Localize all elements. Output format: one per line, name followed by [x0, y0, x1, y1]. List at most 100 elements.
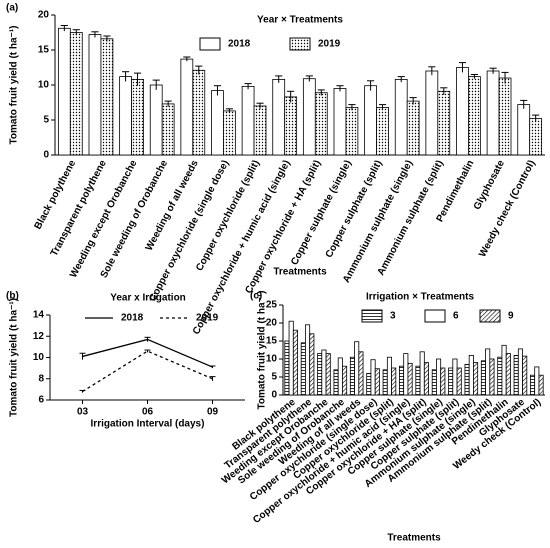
bar: [513, 354, 519, 396]
bar: [464, 363, 470, 396]
bar: [391, 367, 397, 396]
y-tick-label: 6: [38, 395, 44, 406]
error-bar: [532, 114, 540, 123]
bar: [69, 32, 83, 156]
error-bar: [520, 99, 528, 109]
error-bar: [470, 74, 478, 79]
error-bar: [397, 76, 405, 83]
y-tick-label: 10: [38, 80, 50, 91]
legend-label: 6: [453, 311, 459, 322]
error-bar: [103, 35, 111, 42]
error-bar: [195, 65, 203, 75]
x-tick-label: Copper sulphate (single): [289, 158, 354, 267]
y-axis-title: Tomato fruit yield (t ha⁻¹): [9, 26, 20, 145]
bar: [241, 86, 255, 156]
x-tick-label: 03: [77, 407, 89, 418]
bar: [489, 358, 495, 396]
error-bar: [79, 389, 86, 393]
bar: [300, 342, 306, 396]
error-bar: [501, 71, 509, 84]
bar: [452, 358, 458, 396]
error-bar: [336, 85, 344, 92]
y-tick-label: 5: [43, 115, 49, 126]
error-bar: [144, 349, 151, 353]
legend-swatch: [479, 309, 501, 323]
bar: [325, 353, 331, 396]
x-tick-label: Glyphosate: [472, 158, 507, 212]
error-bar: [144, 336, 151, 342]
y-axis-title: Tomato fruit yield (t ha⁻¹): [257, 291, 268, 410]
bar: [180, 58, 194, 156]
bar: [425, 70, 439, 156]
bar: [337, 357, 343, 396]
bar: [354, 341, 360, 396]
bar: [302, 78, 316, 156]
chart-title: Year x Irrigation: [110, 293, 186, 304]
bar: [473, 362, 479, 396]
x-axis-title: Irrigation Interval (days): [91, 419, 205, 430]
bar: [119, 76, 132, 156]
legend-swatch: [361, 309, 383, 323]
bar: [419, 351, 425, 396]
bar: [284, 96, 298, 156]
bar: [88, 34, 102, 156]
error-bar: [225, 108, 233, 113]
bar: [456, 367, 462, 396]
legend-swatch: [289, 37, 311, 51]
y-tick-label: 14: [33, 310, 45, 321]
legend-label: 2019: [196, 313, 219, 324]
error-bar: [72, 29, 80, 36]
error-bar: [305, 75, 313, 82]
error-bar: [428, 66, 436, 76]
bar: [468, 76, 481, 156]
error-bar: [275, 75, 283, 83]
bar: [333, 369, 339, 396]
y-axis-title: Tomato fruit yield (t ha⁻¹): [9, 298, 20, 417]
x-tick-label: Weedy check (Control): [477, 158, 537, 259]
bar: [386, 356, 392, 396]
bar: [345, 107, 359, 156]
bar: [317, 353, 323, 396]
bar: [366, 372, 372, 396]
panel-label: (b): [6, 291, 19, 302]
y-tick-label: 25: [266, 300, 278, 311]
bar: [415, 365, 421, 396]
bar: [406, 100, 420, 156]
error-bar: [378, 104, 387, 111]
bar: [456, 67, 469, 156]
legend-label: 9: [508, 311, 514, 322]
bar: [517, 104, 531, 156]
line: [82, 338, 213, 368]
y-tick-label: 10: [33, 352, 45, 363]
bar: [468, 354, 474, 396]
bar: [364, 85, 377, 156]
bar: [534, 366, 540, 396]
y-tick-label: 10: [266, 354, 278, 365]
bar: [376, 107, 389, 156]
error-bar: [367, 80, 375, 91]
bar: [399, 365, 405, 396]
bar: [485, 348, 491, 396]
error-bar: [440, 87, 448, 95]
bar: [342, 365, 348, 396]
bar: [498, 77, 512, 156]
y-tick-label: 15: [38, 45, 50, 56]
bar: [440, 367, 446, 396]
bar: [505, 353, 511, 396]
error-bar: [348, 104, 356, 111]
bar: [374, 368, 380, 396]
legend-swatch: [424, 309, 446, 323]
y-tick-label: 5: [271, 372, 277, 383]
bar: [530, 374, 536, 396]
bar: [100, 38, 114, 156]
x-axis-title: Treatments: [387, 533, 441, 544]
error-bar: [209, 376, 216, 381]
error-bar: [256, 102, 264, 109]
bar: [131, 79, 144, 156]
bar: [333, 88, 347, 156]
bar: [192, 69, 206, 156]
y-tick-label: 20: [38, 10, 50, 21]
bar: [538, 374, 544, 396]
